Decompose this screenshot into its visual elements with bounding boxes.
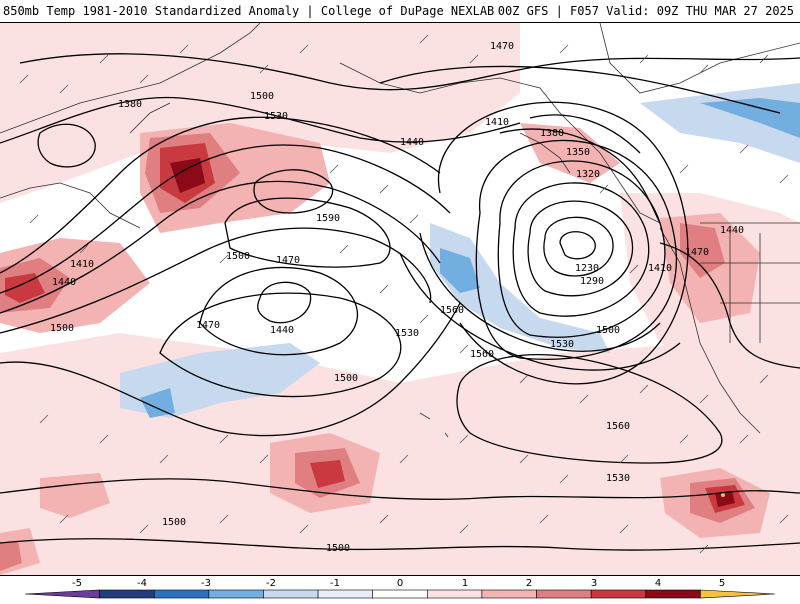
colorbar-swatch <box>372 589 428 599</box>
colorbar-swatch <box>536 589 592 599</box>
colorbar-swatch <box>645 589 701 599</box>
contour-label: 1500 <box>596 325 620 336</box>
contour-label: 1440 <box>52 277 76 288</box>
anomaly-shading <box>0 23 800 575</box>
colorbar-tick-label: -2 <box>266 578 276 589</box>
height-contours <box>0 53 800 551</box>
contour-label: 1500 <box>326 543 350 554</box>
colorbar-tick-label: -1 <box>330 578 340 589</box>
anomaly-fill-negative <box>430 223 610 353</box>
colorbar-swatch <box>153 589 210 599</box>
colorbar-tick-label: 0 <box>397 578 403 589</box>
wind-barbs <box>19 34 789 554</box>
anomaly-fill-positive <box>5 273 45 303</box>
anomaly-fill-positive <box>310 460 345 488</box>
colorbar-tick-label: -3 <box>201 578 211 589</box>
colorbar-swatch <box>263 589 319 599</box>
contour-label: 1470 <box>196 320 220 331</box>
colorbar-tick-label: 5 <box>719 578 725 589</box>
contour-label: 1560 <box>440 305 464 316</box>
product-title: 850mb Temp 1981-2010 Standardized Anomal… <box>3 4 495 18</box>
colorbar-tick-label: 1 <box>462 578 468 589</box>
model-run-info: 00Z GFS | F057 Valid: 09Z THU MAR 27 202… <box>497 4 794 18</box>
colorbar-swatch <box>427 589 483 599</box>
contour-label: 1560 <box>470 349 494 360</box>
anomaly-fill-positive <box>715 491 735 507</box>
contour-label: 1470 <box>490 41 514 52</box>
colorbar-swatch <box>590 589 647 599</box>
contour-label: 1440 <box>270 325 294 336</box>
colorbar-swatch <box>317 589 373 599</box>
contour-labels: 1470 1380 1500 1530 1410 1440 1380 1350 … <box>50 41 744 554</box>
contour-label: 1470 <box>685 247 709 258</box>
colorbar-swatch <box>208 589 264 599</box>
header-bar: 850mb Temp 1981-2010 Standardized Anomal… <box>0 0 800 22</box>
contour-label: 1410 <box>485 117 509 128</box>
contour-label: 1530 <box>395 328 419 339</box>
contour-label: 1440 <box>400 137 424 148</box>
contour-label: 1530 <box>606 473 630 484</box>
coastlines <box>0 23 800 438</box>
contour-label: 1500 <box>162 517 186 528</box>
colorbar-swatch <box>24 589 100 599</box>
colorbar-tick-label: 2 <box>526 578 532 589</box>
colorbar-tick-label: 3 <box>591 578 597 589</box>
anomaly-max-marker <box>721 493 725 497</box>
colorbar-swatches <box>24 589 776 599</box>
contour-label: 1440 <box>720 225 744 236</box>
contour-label: 1380 <box>118 99 142 110</box>
anomaly-fill-positive <box>680 223 725 278</box>
contour-label: 1410 <box>70 259 94 270</box>
contour-label: 1320 <box>576 169 600 180</box>
contour-label: 1500 <box>250 91 274 102</box>
contour-label: 1350 <box>566 147 590 158</box>
contour-label: 1470 <box>276 255 300 266</box>
colorbar-ticks: -5 -4 -3 -2 -1 0 1 2 3 4 5 <box>72 578 725 589</box>
anomaly-fill-positive <box>520 123 620 183</box>
contour-label: 1380 <box>540 128 564 139</box>
anomaly-fill-positive <box>0 23 520 203</box>
contour-label: 1590 <box>316 213 340 224</box>
colorbar-tick-label: -4 <box>137 578 147 589</box>
colorbar-swatch <box>481 589 537 599</box>
contour-label: 1500 <box>334 373 358 384</box>
colorbar-swatch <box>700 589 776 599</box>
contour-label: 1560 <box>606 421 630 432</box>
contour-label: 1500 <box>50 323 74 334</box>
anomaly-fill-negative <box>700 98 800 138</box>
anomaly-fill-negative <box>140 388 175 418</box>
colorbar-swatch <box>99 589 155 599</box>
colorbar: -5 -4 -3 -2 -1 0 1 2 3 4 5 <box>0 576 800 600</box>
anomaly-fill-positive <box>40 473 110 518</box>
anomaly-fill-positive <box>0 323 800 575</box>
colorbar-tick-label: -5 <box>72 578 82 589</box>
contour-label: 1230 <box>575 263 599 274</box>
contour-label: 1530 <box>264 111 288 122</box>
anomaly-fill-negative <box>440 248 480 293</box>
contour-label: 1290 <box>580 276 604 287</box>
contour-label: 1500 <box>226 251 250 262</box>
colorbar-tick-label: 4 <box>655 578 661 589</box>
contour-label: 1530 <box>550 339 574 350</box>
anomaly-fill-positive <box>0 541 22 571</box>
contour-label: 1410 <box>648 263 672 274</box>
anomaly-fill-positive <box>170 158 205 193</box>
map-panel: 1470 1380 1500 1530 1410 1440 1380 1350 … <box>0 22 800 576</box>
